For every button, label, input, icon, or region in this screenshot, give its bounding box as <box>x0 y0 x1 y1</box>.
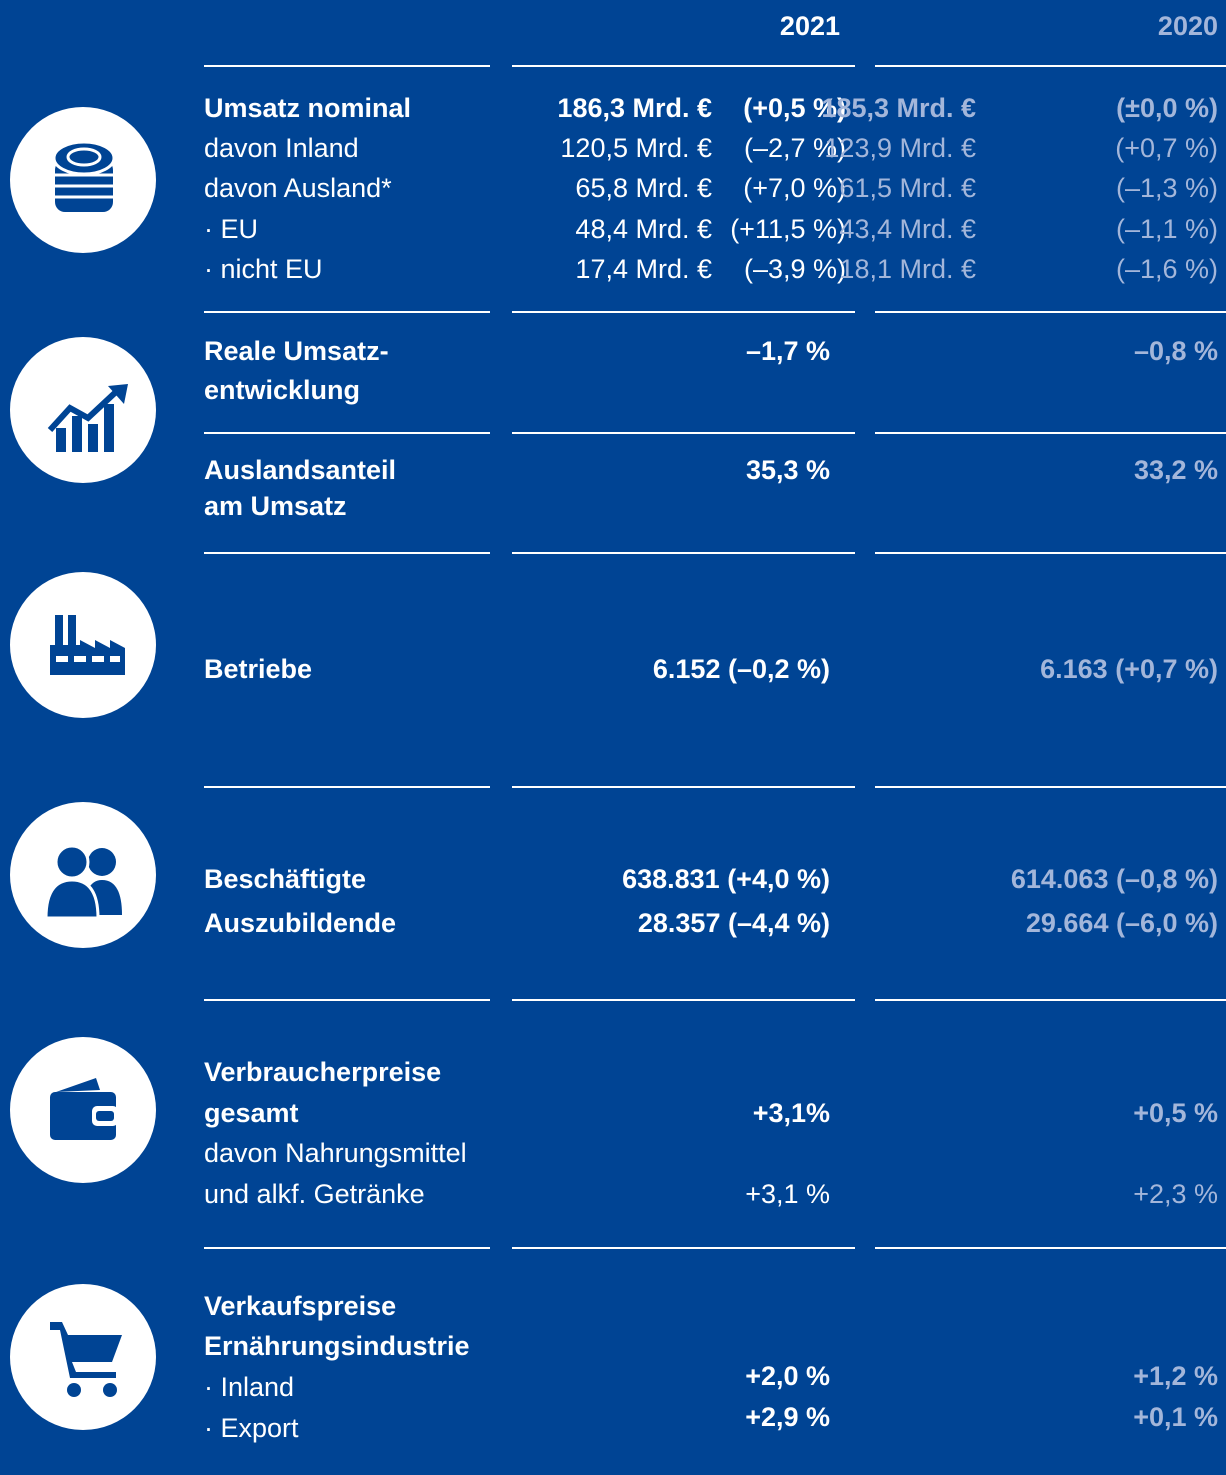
row-label: davon Inland <box>204 133 359 163</box>
column-header: 2020 <box>1158 11 1218 41</box>
row-label: · nicht EU <box>204 254 323 284</box>
change-2020: (+0,7 %) <box>1115 133 1218 163</box>
row-label: Betriebe <box>204 654 312 684</box>
change-2020: (–1,1 %) <box>1116 214 1218 244</box>
change-2020: (±0,0 %) <box>1116 93 1218 123</box>
value-2020: 18,1 Mrd. € <box>839 254 976 284</box>
value-2020: 6.163 (+0,7 %) <box>1040 654 1218 684</box>
value-2020: –0,8 % <box>1134 336 1218 366</box>
row-label: Beschäftigte <box>204 864 366 894</box>
value-2020: +1,2 % <box>1133 1361 1218 1391</box>
row-label: · Inland <box>204 1372 294 1402</box>
row-label: · EU <box>204 214 258 244</box>
value-2021: 638.831 (+4,0 %) <box>622 864 830 894</box>
value-2020: +0,5 % <box>1133 1098 1218 1128</box>
value-2021: –1,7 % <box>746 336 830 366</box>
value-2020: 614.063 (–0,8 %) <box>1011 864 1218 894</box>
cart-icon <box>10 1284 156 1430</box>
change-2021: (–3,9 %) <box>744 254 846 284</box>
change-2021: (+0,5 %) <box>743 93 846 123</box>
value-2021: +3,1 % <box>745 1179 830 1209</box>
value-2021: +2,0 % <box>745 1361 830 1391</box>
value-2020: 123,9 Mrd. € <box>824 133 976 163</box>
row-label: Reale Umsatz- <box>204 336 389 366</box>
value-2021: 48,4 Mrd. € <box>575 214 712 244</box>
change-2021: (+7,0 %) <box>743 173 846 203</box>
value-2021: 35,3 % <box>746 455 830 485</box>
value-2021: 17,4 Mrd. € <box>575 254 712 284</box>
people-icon <box>10 802 156 948</box>
value-2021: 186,3 Mrd. € <box>557 93 712 123</box>
change-2020: (–1,3 %) <box>1116 173 1218 203</box>
row-label: am Umsatz <box>204 491 347 521</box>
value-2020: 33,2 % <box>1134 455 1218 485</box>
row-label: Auszubildende <box>204 908 396 938</box>
coins-icon <box>10 107 156 253</box>
value-2020: 185,3 Mrd. € <box>821 93 976 123</box>
row-label: Verbraucherpreise <box>204 1057 441 1087</box>
value-2021: +3,1% <box>753 1098 830 1128</box>
value-2021: 28.357 (–4,4 %) <box>638 908 830 938</box>
value-2021: +2,9 % <box>745 1402 830 1432</box>
row-label: gesamt <box>204 1098 299 1128</box>
row-label: Auslandsanteil <box>204 455 396 485</box>
row-label: und alkf. Getränke <box>204 1179 425 1209</box>
value-2020: +0,1 % <box>1133 1402 1218 1432</box>
change-2020: (–1,6 %) <box>1116 254 1218 284</box>
change-2021: (–2,7 %) <box>744 133 846 163</box>
value-2021: 120,5 Mrd. € <box>560 133 712 163</box>
value-2021: 6.152 (–0,2 %) <box>653 654 830 684</box>
row-label: davon Nahrungsmittel <box>204 1138 467 1168</box>
row-label: Ernährungsindustrie <box>204 1331 470 1361</box>
value-2020: 61,5 Mrd. € <box>839 173 976 203</box>
column-header: 2021 <box>780 11 840 41</box>
growth-icon <box>10 337 156 483</box>
value-2020: +2,3 % <box>1133 1179 1218 1209</box>
row-label: entwicklung <box>204 375 360 405</box>
row-label: · Export <box>204 1413 299 1443</box>
wallet-icon <box>10 1037 156 1183</box>
row-label: Umsatz nominal <box>204 93 411 123</box>
row-label: Verkaufspreise <box>204 1291 396 1321</box>
change-2021: (+11,5 %) <box>730 214 846 244</box>
row-label: davon Ausland* <box>204 173 392 203</box>
value-2020: 29.664 (–6,0 %) <box>1026 908 1218 938</box>
value-2021: 65,8 Mrd. € <box>575 173 712 203</box>
factory-icon <box>10 572 156 718</box>
value-2020: 43,4 Mrd. € <box>839 214 976 244</box>
